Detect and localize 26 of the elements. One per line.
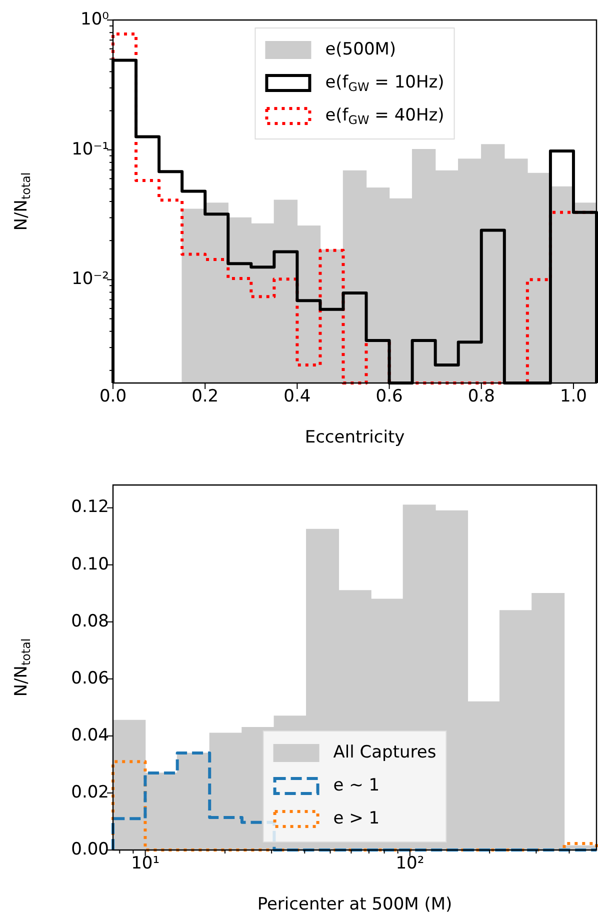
x-tick-label: 0.4: [284, 386, 311, 407]
x-tick-label: 10¹: [131, 854, 160, 874]
y-tick-label: 0.10: [71, 554, 109, 574]
y-tick-label: 0.08: [71, 611, 109, 632]
y-tick-label: 10⁻²: [72, 269, 109, 290]
legend-label: e ~ 1: [333, 775, 380, 796]
x-tick-label: 0.8: [468, 386, 495, 407]
y-tick-label: 0.12: [71, 497, 109, 518]
y-tick-label: 10⁰: [80, 9, 110, 30]
legend-label: All Captures: [333, 742, 436, 762]
x-tick-label: 1.0: [560, 386, 587, 407]
legend-label: e(500M): [325, 39, 396, 60]
x-tick-label: 0.2: [192, 386, 219, 407]
legend-label: e > 1: [333, 808, 380, 828]
y-axis-title: N/Ntotal: [11, 172, 34, 231]
y-tick-label: 0.02: [71, 782, 109, 802]
x-axis-title: Pericenter at 500M (M): [257, 894, 452, 914]
x-tick-label: 0.6: [376, 386, 403, 407]
y-tick-label: 0.04: [71, 725, 109, 746]
x-tick-label: 10²: [396, 854, 424, 874]
y-tick-label: 0.00: [71, 839, 109, 860]
x-axis-title: Eccentricity: [304, 427, 405, 448]
y-tick-label: 0.06: [71, 668, 109, 688]
y-axis-title: N/Ntotal: [11, 638, 34, 697]
y-tick-label: 10⁻¹: [72, 139, 109, 160]
x-tick-label: 0.0: [99, 386, 127, 407]
